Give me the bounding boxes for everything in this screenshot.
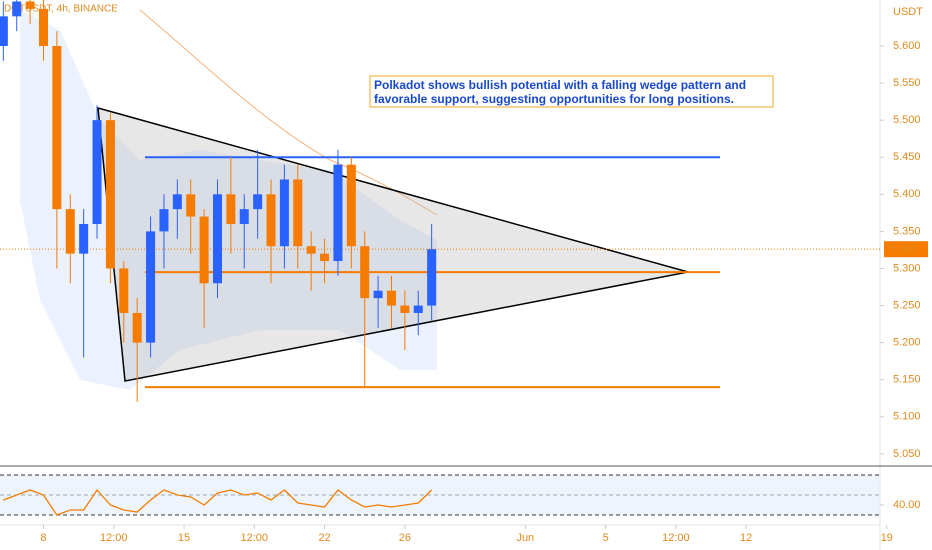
y-tick-label: 5.450	[893, 151, 921, 163]
candle-body	[105, 120, 115, 269]
candle-body	[373, 290, 383, 299]
y-tick-label: 5.600	[893, 40, 921, 52]
annotation-box	[369, 75, 774, 108]
y-tick-label: 5.400	[893, 188, 921, 200]
candle-body	[119, 268, 129, 313]
candle-body	[172, 194, 182, 210]
y-tick-label: 5.550	[893, 77, 921, 89]
candle-body	[360, 246, 370, 299]
annotation-line: favorable support, suggesting opportunit…	[374, 92, 734, 106]
candle-body	[226, 194, 236, 224]
candle-body	[333, 164, 343, 262]
y-tick-label: 5.250	[893, 299, 921, 311]
candle-body	[146, 231, 156, 343]
candle-body	[400, 305, 410, 313]
rsi-band	[0, 475, 880, 515]
candle-body	[25, 1, 35, 9]
last-price-box	[884, 241, 928, 258]
x-tick-label: 22	[318, 532, 330, 544]
y-tick-label: 40.00	[893, 499, 921, 511]
x-tick-label: 5	[603, 532, 609, 544]
candle-body	[239, 209, 249, 224]
candle-body	[12, 1, 22, 17]
annotation-line: Polkadot shows bullish potential with a …	[374, 78, 746, 92]
candle-body	[293, 179, 303, 247]
rsi-line	[3, 488, 433, 516]
candle-body	[186, 194, 196, 217]
candle-body	[427, 249, 437, 306]
y-tick-label: 5.350	[893, 225, 921, 237]
y-tick-label: 5.500	[893, 114, 921, 126]
y-tick-label: 5.150	[893, 374, 921, 386]
candle-body	[413, 305, 423, 313]
candle-body	[346, 164, 356, 247]
y-axis-label: USDT	[893, 6, 923, 18]
x-tick-label: 8	[40, 532, 46, 544]
candle-body	[199, 216, 209, 284]
candle-body	[159, 209, 169, 232]
y-tick-label: 5.200	[893, 337, 921, 349]
last-price-label: 5.326	[889, 243, 917, 255]
candle-body	[65, 209, 75, 254]
y-tick-label: 5.300	[893, 262, 921, 274]
chart-title: DOTUSDT, 4h, BINANCE	[4, 4, 118, 15]
moving-average	[139, 9, 438, 216]
candle-body	[212, 194, 222, 284]
x-tick-label: Jun	[516, 532, 534, 544]
candle-body	[253, 194, 263, 210]
candle-body	[320, 253, 330, 262]
candle-body	[132, 312, 142, 343]
candle-body	[92, 120, 102, 224]
candle-body	[79, 223, 89, 254]
x-tick-label: 26	[399, 532, 411, 544]
x-tick-label: 12:00	[662, 532, 690, 544]
candle-body	[52, 45, 62, 210]
candle-body	[0, 16, 8, 46]
x-tick-label: 12:00	[100, 532, 128, 544]
y-tick-label: 5.050	[893, 448, 921, 460]
candle-body	[306, 246, 316, 254]
candle-body	[38, 8, 48, 46]
x-tick-label: 12	[740, 532, 752, 544]
x-tick-label: 15	[178, 532, 190, 544]
candle-body	[266, 194, 276, 247]
x-tick-label: 12:00	[241, 532, 269, 544]
candle-body	[279, 179, 289, 247]
x-tick-label: 19	[881, 532, 893, 544]
y-tick-label: 5.100	[893, 411, 921, 423]
candle-body	[386, 290, 396, 306]
